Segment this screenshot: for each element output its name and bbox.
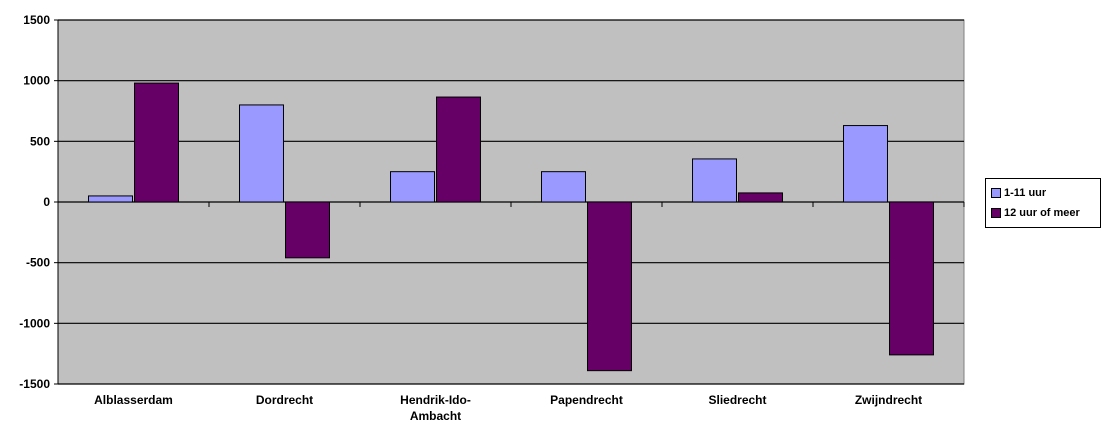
bars — [88, 82, 934, 372]
x-tick-label: Hendrik-Ido-Ambacht — [400, 393, 471, 423]
bar-1-11-uur-hendrik-ido-ambacht — [390, 171, 435, 203]
bar-12-uur-of-meer-zwijndrecht — [889, 201, 934, 356]
x-tick-label: Sliedrecht — [708, 393, 766, 407]
legend-swatch-1-11-uur — [991, 188, 1001, 198]
bar-12-uur-of-meer-dordrecht — [285, 201, 330, 259]
x-tick-label: Dordrecht — [256, 393, 313, 407]
bar-12-uur-of-meer-hendrik-ido-ambacht — [436, 96, 481, 203]
y-tick-label: 0 — [43, 195, 50, 209]
legend-label: 1-11 uur — [1004, 187, 1047, 199]
y-tick-label: -1500 — [19, 377, 50, 391]
bar-1-11-uur-sliedrecht — [692, 158, 737, 203]
legend-item-1-11-uur: 1-11 uur — [991, 187, 1046, 199]
y-tick-label: -1000 — [19, 316, 50, 330]
legend-item-12-uur-of-meer: 12 uur of meer — [991, 207, 1080, 219]
gridlines — [58, 19, 964, 385]
bar-1-11-uur-papendrecht — [541, 171, 586, 203]
legend-swatch-12-uur-of-meer — [991, 208, 1001, 218]
x-tick-label: Zwijndrecht — [855, 393, 922, 407]
x-tick-label: Alblasserdam — [94, 393, 173, 407]
y-tick-label: 1000 — [23, 74, 50, 88]
y-tick-labels: -1500 -1000 -500 0 500 1000 1500 — [19, 13, 50, 391]
bar-12-uur-of-meer-papendrecht — [587, 201, 632, 372]
x-tick-labels: Alblasserdam Dordrecht Hendrik-Ido-Ambacht… — [94, 393, 922, 423]
bar-1-11-uur-zwijndrecht — [843, 125, 888, 203]
legend: 1-11 uur 12 uur of meer — [985, 178, 1101, 228]
axes — [54, 19, 965, 385]
bar-12-uur-of-meer-sliedrecht — [738, 192, 783, 203]
x-tick-label: Papendrecht — [550, 393, 623, 407]
y-tick-label: -500 — [26, 256, 50, 270]
y-tick-label: 500 — [30, 134, 50, 148]
bar-1-11-uur-alblasserdam — [88, 195, 133, 203]
legend-label: 12 uur of meer — [1004, 207, 1080, 219]
bar-12-uur-of-meer-alblasserdam — [134, 82, 179, 203]
bar-1-11-uur-dordrecht — [239, 104, 284, 203]
y-tick-label: 1500 — [23, 13, 50, 27]
